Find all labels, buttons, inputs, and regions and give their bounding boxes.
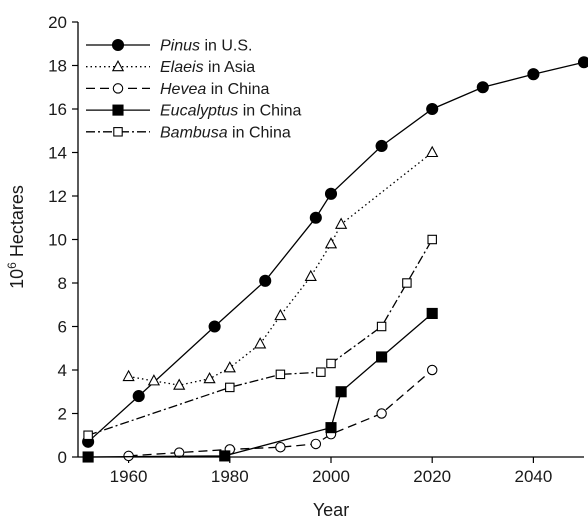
legend-label: Pinus in U.S.	[160, 38, 253, 55]
y-tick-label: 10	[48, 231, 67, 250]
x-tick-label: 2020	[413, 467, 451, 486]
y-tick-label: 6	[58, 318, 67, 337]
series-bambusa	[83, 234, 437, 440]
legend-label: Bambusa in China	[160, 124, 291, 141]
data-point	[334, 217, 348, 229]
data-point	[577, 56, 588, 69]
data-point	[426, 145, 439, 158]
series-line	[87, 239, 433, 436]
legend-label: Hevea in China	[160, 81, 270, 98]
series-hevea	[123, 364, 438, 462]
data-point	[122, 369, 135, 382]
data-point	[208, 320, 221, 333]
data-point	[325, 422, 337, 434]
legend-entry: Hevea in China	[86, 81, 270, 98]
data-point	[83, 430, 93, 440]
legend-entry: Elaeis in Asia	[86, 59, 255, 76]
data-point	[402, 278, 412, 288]
series-pinus	[82, 56, 588, 448]
data-point	[324, 237, 338, 249]
data-point	[476, 81, 489, 94]
data-point	[219, 450, 231, 462]
data-point	[376, 408, 387, 419]
y-tick-label: 12	[48, 187, 67, 206]
data-point	[82, 451, 94, 463]
data-point	[426, 102, 439, 116]
y-tick-label: 0	[58, 448, 67, 467]
data-point	[376, 321, 387, 332]
legend-marker	[112, 104, 124, 116]
data-point	[225, 382, 235, 393]
data-point	[203, 371, 216, 384]
y-tick-label: 4	[58, 361, 67, 380]
series-layer	[82, 56, 588, 463]
data-point	[123, 450, 134, 462]
series-elaeis	[122, 145, 439, 390]
legend-entry: Bambusa in China	[86, 124, 291, 141]
data-point	[274, 308, 287, 321]
x-tick-label: 1960	[110, 467, 148, 486]
data-point	[259, 274, 272, 287]
data-point	[335, 386, 347, 398]
data-point	[309, 211, 322, 224]
legend-marker	[111, 59, 125, 72]
y-tick-label: 16	[48, 100, 67, 119]
x-tick-label: 1980	[211, 467, 249, 486]
data-point	[173, 447, 185, 458]
y-axis-label: 106 Hectares	[5, 185, 27, 289]
legend: Pinus in U.S. Elaeis in Asia Hevea in Chin…	[86, 38, 302, 141]
data-point	[223, 361, 236, 373]
data-point	[426, 364, 438, 376]
y-tick-label: 20	[48, 13, 67, 32]
data-point	[427, 234, 437, 245]
data-point	[326, 358, 336, 369]
data-point	[527, 68, 540, 81]
y-tick-label: 18	[48, 57, 67, 76]
series-eucalyptus	[82, 307, 438, 463]
legend-entry: Pinus in U.S.	[86, 38, 253, 55]
data-point	[132, 390, 145, 403]
legend-entry: Eucalyptus in China	[86, 103, 302, 120]
legend-marker	[111, 38, 125, 52]
data-point	[254, 337, 267, 349]
legend-label: Elaeis in Asia	[160, 59, 255, 76]
y-tick-label: 8	[58, 274, 67, 293]
data-point	[147, 374, 161, 386]
x-tick-label: 2000	[312, 467, 350, 486]
y-tick-label: 14	[48, 144, 67, 163]
data-point	[310, 438, 322, 450]
x-axis-ticks: 1960 1980 2000 2020 2040	[110, 457, 552, 486]
data-point	[316, 367, 326, 377]
y-tick-label: 2	[58, 405, 67, 424]
data-point	[324, 187, 338, 200]
data-point	[275, 441, 286, 453]
data-point	[426, 307, 438, 320]
data-point	[375, 139, 388, 153]
series-line	[128, 151, 433, 386]
y-axis-ticks: 0 2 4 6 8 10 12 14 16 18 20	[48, 13, 78, 467]
data-point	[275, 369, 286, 380]
series-line	[88, 313, 433, 458]
legend-label: Eucalyptus in China	[160, 103, 302, 120]
series-line	[128, 369, 433, 457]
data-point	[173, 378, 186, 390]
data-point	[376, 351, 388, 363]
x-tick-label: 2040	[514, 467, 552, 486]
data-point	[304, 269, 317, 282]
legend-marker	[112, 83, 124, 94]
x-axis-label: Year	[313, 500, 349, 520]
legend-marker	[113, 127, 123, 137]
